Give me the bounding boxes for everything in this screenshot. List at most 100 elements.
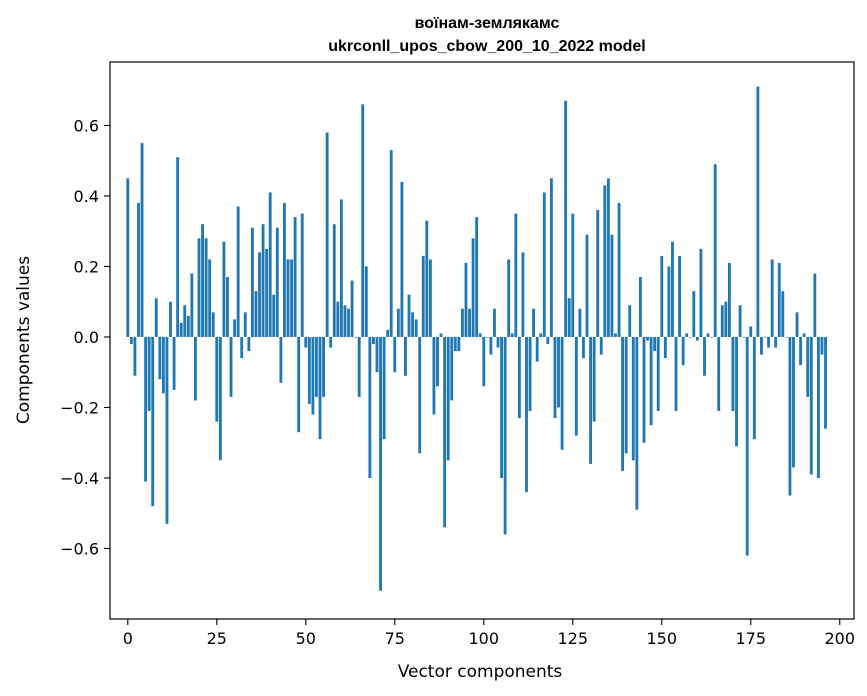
bar	[332, 224, 336, 337]
bar	[414, 319, 418, 337]
bar	[646, 336, 649, 341]
plot-frame	[109, 61, 855, 620]
y-tick-label: −0.6	[60, 539, 99, 558]
bar	[357, 336, 361, 397]
x-tick-label: 0	[123, 629, 133, 648]
bar	[215, 336, 219, 422]
bar	[478, 333, 482, 337]
bar	[279, 336, 283, 383]
bar	[614, 333, 617, 337]
bar	[688, 336, 692, 338]
bar	[603, 185, 607, 337]
bar	[574, 336, 578, 436]
bar	[760, 336, 763, 355]
bar	[243, 312, 247, 337]
bar	[596, 210, 600, 337]
bar	[464, 262, 468, 337]
bar	[521, 252, 525, 337]
bar	[183, 305, 187, 337]
bar	[525, 336, 528, 493]
bar	[154, 298, 158, 337]
bar	[297, 336, 301, 433]
x-tick-label: 175	[735, 629, 766, 648]
y-tick-label: 0.2	[74, 257, 99, 276]
bar	[507, 259, 511, 337]
bar	[606, 178, 610, 337]
bar	[247, 336, 251, 352]
bars-group	[126, 86, 827, 591]
bar	[482, 336, 486, 387]
bar	[564, 100, 568, 337]
bar	[610, 234, 614, 337]
bar	[671, 241, 674, 337]
bar	[468, 308, 471, 337]
bar	[361, 104, 365, 337]
bar	[201, 224, 204, 337]
bar	[485, 336, 489, 338]
bar	[635, 336, 639, 510]
bar	[514, 213, 518, 337]
bar	[681, 336, 685, 366]
bar	[674, 336, 678, 411]
bar	[161, 336, 165, 394]
bar	[421, 255, 425, 337]
bar	[176, 157, 180, 337]
x-tick-label: 200	[824, 629, 855, 648]
bar	[496, 336, 500, 348]
bar	[393, 336, 397, 373]
bar	[443, 336, 447, 528]
bar	[471, 238, 475, 337]
bar	[692, 291, 696, 337]
bar	[407, 294, 411, 337]
x-axis-label: Vector components	[398, 662, 563, 682]
bar	[151, 336, 155, 507]
bar	[315, 336, 318, 397]
bar	[749, 326, 753, 337]
bar	[532, 308, 536, 337]
bar	[567, 298, 571, 337]
bar	[322, 336, 326, 397]
chart-subtitle: ukrconll_upos_cbow_200_10_2022 model	[328, 38, 645, 55]
bar	[695, 336, 699, 341]
bar	[382, 336, 386, 440]
bar	[446, 336, 450, 461]
x-tick-label: 75	[385, 629, 405, 648]
bar	[624, 336, 628, 454]
bar	[329, 336, 333, 348]
bar	[436, 336, 439, 387]
bar	[425, 220, 429, 337]
y-tick-label: 0.6	[74, 116, 99, 135]
bar	[774, 336, 778, 348]
bar	[795, 312, 799, 337]
bar	[404, 336, 407, 376]
bar	[461, 308, 464, 337]
bar	[172, 336, 176, 390]
bar	[660, 255, 664, 337]
bar	[792, 336, 795, 468]
bar	[368, 336, 372, 478]
x-tick-label: 25	[207, 629, 227, 648]
bar	[553, 336, 557, 419]
x-tick-label: 100	[469, 629, 500, 648]
y-tick-label: 0.0	[74, 328, 99, 347]
bar	[229, 336, 233, 397]
bar	[208, 259, 212, 337]
bar	[254, 291, 258, 337]
bar	[261, 224, 265, 337]
bar	[767, 336, 770, 348]
bar	[190, 273, 194, 337]
bar	[268, 192, 272, 337]
bar	[735, 336, 738, 447]
bar	[649, 336, 653, 426]
bar	[546, 336, 550, 345]
bar	[628, 305, 632, 337]
bar	[389, 150, 393, 337]
bar	[364, 266, 368, 337]
bar	[517, 336, 521, 419]
bar	[300, 213, 304, 337]
bar	[350, 280, 354, 337]
bar	[126, 178, 130, 337]
bar	[236, 206, 240, 337]
bar	[354, 336, 358, 338]
bar	[218, 336, 222, 461]
